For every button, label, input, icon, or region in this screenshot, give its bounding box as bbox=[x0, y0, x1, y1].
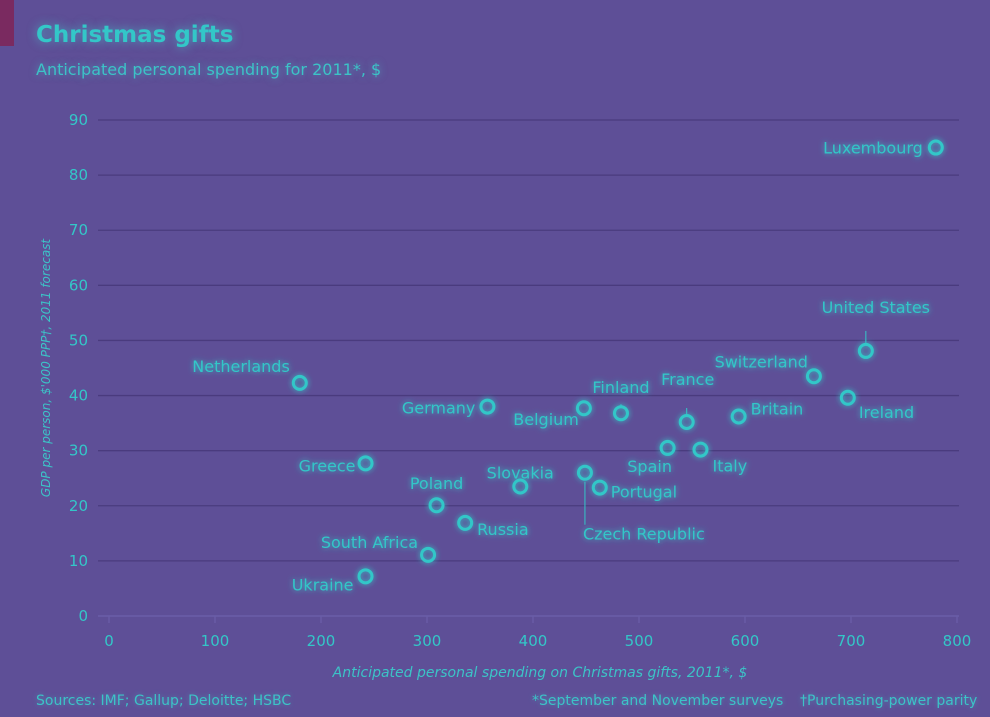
point-label: Ireland bbox=[859, 403, 914, 422]
y-tick-label: 10 bbox=[69, 552, 88, 570]
x-tick-label: 400 bbox=[519, 632, 548, 650]
point-label: Netherlands bbox=[192, 357, 290, 376]
y-tick-label: 30 bbox=[69, 442, 88, 460]
point-label: United States bbox=[822, 298, 930, 317]
point-label: Germany bbox=[402, 399, 476, 418]
x-tick-label: 0 bbox=[104, 632, 114, 650]
point-label: Czech Republic bbox=[583, 525, 705, 544]
data-point-belgium bbox=[575, 400, 592, 417]
point-label: Portugal bbox=[611, 483, 677, 502]
x-tick-label: 700 bbox=[837, 632, 866, 650]
point-label: Greece bbox=[299, 456, 356, 475]
x-tick-label: 200 bbox=[307, 632, 336, 650]
point-label: Belgium bbox=[513, 410, 579, 429]
point-label: Luxembourg bbox=[823, 139, 923, 158]
y-tick-label: 40 bbox=[69, 387, 88, 405]
x-tick-labels: 0 100 200 300 400 500 600 700 800 bbox=[104, 632, 971, 650]
data-point-ukraine bbox=[357, 568, 374, 585]
x-tick-label: 600 bbox=[731, 632, 760, 650]
point-labels: Netherlands Germany Belgium Finland France Br… bbox=[192, 139, 930, 595]
x-tick-label: 300 bbox=[413, 632, 442, 650]
data-point-luxembourg bbox=[927, 139, 944, 156]
point-label: South Africa bbox=[321, 533, 418, 552]
point-label: Finland bbox=[592, 378, 649, 397]
footnote-surveys: *September and November surveys bbox=[532, 693, 784, 709]
data-point-portugal bbox=[591, 479, 608, 496]
data-point-greece bbox=[357, 455, 374, 472]
chart-subtitle: Anticipated personal spending for 2011*,… bbox=[36, 60, 382, 79]
point-label: Poland bbox=[410, 474, 463, 493]
data-point-netherlands bbox=[291, 374, 308, 391]
y-tick-label: 50 bbox=[69, 331, 88, 349]
data-point-united-states bbox=[857, 342, 874, 359]
y-tick-label: 0 bbox=[78, 607, 88, 625]
source-note: Sources: IMF; Gallup; Deloitte; HSBC bbox=[36, 693, 292, 709]
data-point-spain bbox=[659, 439, 676, 456]
data-point-south-africa bbox=[420, 546, 437, 563]
point-label: Slovakia bbox=[487, 463, 554, 482]
data-point-france bbox=[678, 414, 695, 431]
data-point-poland bbox=[428, 497, 445, 514]
point-label: Italy bbox=[712, 457, 747, 476]
y-tick-labels: 0 10 20 30 40 50 60 70 80 90 bbox=[69, 111, 88, 625]
y-tick-label: 60 bbox=[69, 276, 88, 294]
point-label: Russia bbox=[477, 520, 528, 539]
x-tick-label: 100 bbox=[201, 632, 230, 650]
data-point-ireland bbox=[839, 389, 856, 406]
point-label: Spain bbox=[627, 457, 672, 476]
brand-tag bbox=[0, 0, 14, 46]
data-point-slovakia bbox=[512, 478, 529, 495]
y-tick-label: 70 bbox=[69, 221, 88, 239]
data-point-britain bbox=[730, 408, 747, 425]
data-point-switzerland bbox=[805, 368, 822, 385]
x-axis-label: Anticipated personal spending on Christm… bbox=[332, 665, 748, 681]
data-point-italy bbox=[692, 441, 709, 458]
data-point-czech-republic bbox=[576, 464, 593, 481]
data-point-russia bbox=[457, 514, 474, 531]
y-tick-label: 90 bbox=[69, 111, 88, 129]
point-label: France bbox=[661, 370, 714, 389]
chart-title: Christmas gifts bbox=[36, 22, 234, 48]
y-axis-label: GDP per person, $'000 PPP†, 2011 forecas… bbox=[39, 238, 53, 498]
x-tick-label: 800 bbox=[943, 632, 972, 650]
data-point-germany bbox=[479, 398, 496, 415]
grid-lines bbox=[98, 119, 959, 623]
point-label: Britain bbox=[751, 399, 804, 418]
x-tick-label: 500 bbox=[625, 632, 654, 650]
point-label: Ukraine bbox=[292, 575, 354, 594]
footnote-ppp: †Purchasing-power parity bbox=[800, 693, 978, 709]
data-points bbox=[291, 139, 944, 585]
y-tick-label: 20 bbox=[69, 497, 88, 515]
data-point-finland bbox=[612, 405, 629, 422]
y-tick-label: 80 bbox=[69, 166, 88, 184]
point-label: Switzerland bbox=[715, 352, 808, 371]
